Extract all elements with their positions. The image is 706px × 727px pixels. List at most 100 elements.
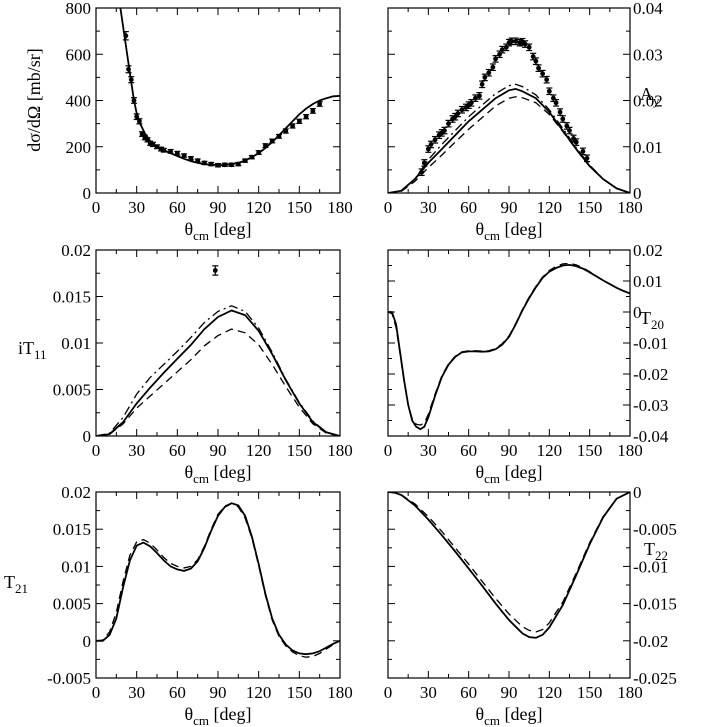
x-tick-label: 0	[384, 198, 393, 217]
data-point	[256, 150, 262, 155]
y-tick-label: 0	[83, 184, 92, 203]
x-tick-label: 90	[501, 198, 518, 217]
y-tick-label: 0.01	[61, 334, 91, 353]
y-tick-label: -0.01	[633, 334, 668, 353]
x-tick-label: 120	[246, 198, 272, 217]
y-tick-label: 0.005	[53, 595, 91, 614]
x-tick-label: 30	[420, 683, 437, 702]
x-tick-label: 0	[384, 683, 393, 702]
data-point	[181, 153, 187, 158]
data-point	[557, 109, 563, 115]
data-point	[136, 118, 142, 124]
data-point	[123, 33, 129, 39]
y-axis-label: iT11	[18, 338, 47, 362]
y-axis-label: T22	[644, 539, 668, 563]
data-point	[195, 158, 201, 164]
series-solid	[96, 309, 340, 436]
x-tick-label: 120	[537, 441, 563, 460]
series-dashdot	[96, 305, 340, 436]
y-tick-label: -0.015	[633, 595, 677, 614]
x-tick-label: 60	[169, 441, 186, 460]
x-tick-label: 60	[169, 683, 186, 702]
y-tick-label: 0.02	[633, 92, 663, 111]
y-tick-label: 600	[66, 45, 92, 64]
x-axis-label: θcm [deg]	[476, 704, 543, 727]
y-tick-label: -0.04	[633, 427, 669, 446]
y-tick-label: -0.025	[633, 669, 677, 688]
y-tick-label: 0	[633, 303, 642, 322]
x-tick-label: 30	[420, 441, 437, 460]
data-point	[490, 64, 496, 70]
data-point	[154, 144, 160, 150]
data-point	[421, 160, 427, 166]
x-tick-label: 30	[128, 441, 145, 460]
data-point	[317, 101, 323, 107]
data-point	[526, 44, 532, 50]
x-tick-label: 180	[617, 683, 643, 702]
x-tick-label: 30	[128, 198, 145, 217]
data-point	[215, 162, 221, 168]
x-tick-label: 90	[210, 198, 227, 217]
data-point	[290, 123, 295, 129]
x-tick-label: 30	[420, 198, 437, 217]
y-tick-label: 400	[66, 92, 92, 111]
panel-T20: 0 30 60 90 120 150 180-0.04 -0.03 -0.02 -0.01 0 0.0…	[384, 241, 669, 486]
data-point	[128, 77, 134, 83]
y-tick-label: 0.02	[61, 241, 91, 260]
data-point	[310, 108, 316, 114]
x-tick-label: 150	[577, 441, 603, 460]
data-point	[249, 154, 255, 160]
x-axis-label: θcm [deg]	[476, 219, 543, 243]
series-solid	[119, 8, 340, 166]
x-tick-label: 0	[92, 683, 101, 702]
x-tick-label: 90	[501, 441, 518, 460]
data-point	[126, 66, 131, 72]
y-axis-label: T21	[4, 572, 28, 596]
data-point	[131, 98, 137, 103]
plot-frame	[95, 491, 341, 679]
data-point	[269, 138, 275, 144]
data-point	[522, 41, 528, 47]
x-tick-label: 150	[577, 198, 603, 217]
data-point	[150, 142, 156, 147]
data-points	[122, 30, 323, 168]
x-tick-label: 60	[169, 198, 186, 217]
y-tick-label: -0.02	[633, 632, 668, 651]
y-tick-label: 0.015	[53, 288, 91, 307]
data-point	[419, 169, 425, 175]
series-dashed	[96, 328, 340, 436]
data-point	[212, 268, 218, 273]
series-dashed	[388, 492, 630, 633]
data-point	[222, 162, 228, 168]
x-tick-label: 180	[617, 198, 643, 217]
x-tick-label: 90	[210, 441, 227, 460]
data-point	[455, 111, 461, 116]
panel-iT11: 0 30 60 90 120 150 180 0 0.005 0.01 0.015 0.02 θcm […	[18, 241, 353, 486]
series-dashed	[96, 502, 340, 658]
x-tick-label: 150	[287, 198, 313, 217]
x-tick-label: 120	[537, 198, 563, 217]
data-point	[202, 160, 207, 166]
series-dashed	[388, 96, 630, 193]
x-tick-label: 60	[460, 198, 477, 217]
data-point	[459, 107, 465, 113]
data-point	[188, 155, 194, 161]
x-tick-label: 150	[577, 683, 603, 702]
data-point	[208, 161, 214, 167]
x-tick-label: 60	[460, 683, 477, 702]
series-solid	[388, 263, 630, 431]
y-tick-label: -0.02	[633, 365, 668, 384]
data-point	[442, 128, 447, 133]
x-tick-label: 180	[617, 441, 643, 460]
y-axis-label: dσ/dΩ [mb/sr]	[24, 48, 44, 152]
data-point	[303, 114, 309, 120]
data-point	[168, 148, 173, 154]
y-tick-label: -0.03	[633, 396, 668, 415]
data-point	[263, 143, 268, 148]
data-point	[499, 47, 505, 53]
y-tick-label: 0.02	[633, 241, 663, 260]
series-solid	[96, 502, 340, 656]
data-point	[276, 133, 282, 139]
curves	[388, 83, 630, 193]
